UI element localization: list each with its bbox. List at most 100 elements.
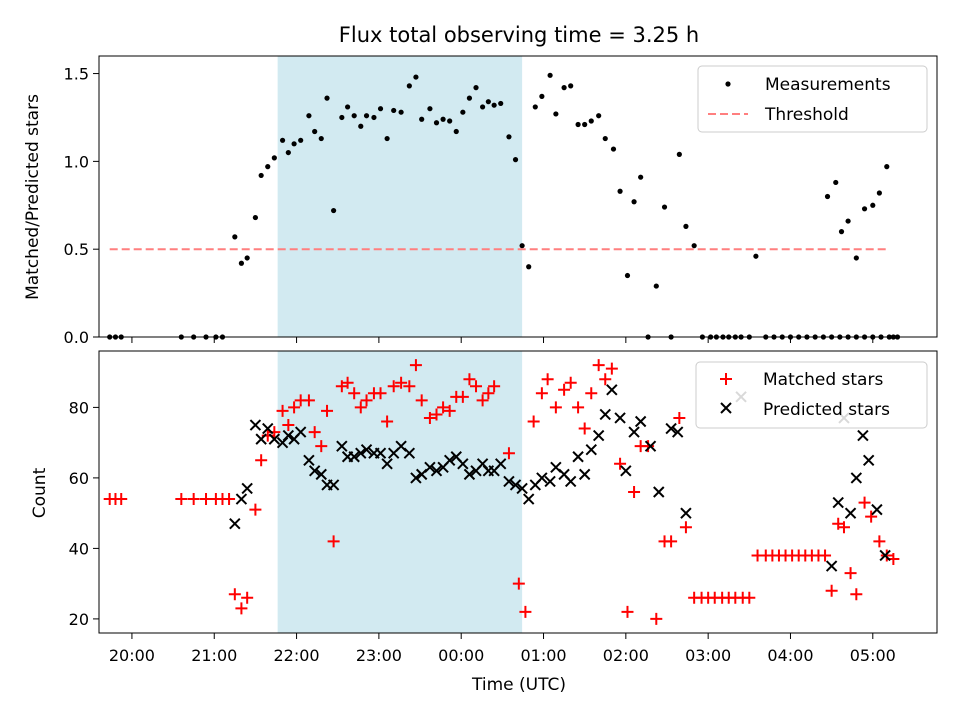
matched-star-point <box>249 503 262 516</box>
predicted-star-point <box>671 426 684 438</box>
matched-star-point <box>348 387 361 400</box>
matched-star-point <box>599 373 612 386</box>
measurements-point <box>610 146 617 152</box>
predicted-star-point <box>336 440 348 452</box>
matched-star-point <box>642 440 655 453</box>
measurements-point <box>838 229 845 235</box>
matched-star-point <box>255 454 268 467</box>
predicted-star-point <box>249 419 262 431</box>
matched-star-point <box>228 588 241 601</box>
matched-star-point <box>395 376 408 389</box>
bottom-legend: Matched stars Predicted stars <box>695 361 928 429</box>
matched-star-point <box>850 588 863 601</box>
measurements-point <box>661 204 668 210</box>
predicted-star-point <box>572 451 584 463</box>
matched-star-point <box>605 362 618 375</box>
matched-star-point <box>308 426 321 439</box>
measurements-point <box>691 243 697 249</box>
measurements-point <box>324 95 330 101</box>
measurements-point <box>617 188 623 194</box>
matched-star-point <box>360 394 373 407</box>
predicted-star-point <box>634 415 647 428</box>
measurements-point <box>433 120 440 126</box>
predicted-star-point <box>544 475 556 488</box>
matched-star-point <box>282 419 295 432</box>
predicted-star-point <box>348 451 360 463</box>
measurements-point <box>526 264 532 270</box>
predicted-star-point <box>879 549 891 562</box>
measurements-point <box>398 109 404 115</box>
predicted-star-point <box>862 454 875 466</box>
measurements-point <box>312 128 318 135</box>
predicted-star-point <box>857 429 869 442</box>
measurements-point <box>582 121 588 128</box>
measurements-point <box>519 243 525 249</box>
bottom-observing-window <box>277 351 523 633</box>
matched-star-point <box>743 591 756 604</box>
predicted-star-point <box>850 472 863 484</box>
matched-star-point <box>470 380 483 393</box>
predicted-star-point <box>844 507 857 519</box>
predicted-star-point <box>495 458 507 470</box>
matched-star-point <box>873 535 886 548</box>
predicted-star-point <box>229 518 241 530</box>
matched-star-point <box>387 380 400 393</box>
top-legend-box <box>697 65 928 133</box>
predicted-star-point <box>410 472 422 484</box>
measurements-point <box>460 109 466 115</box>
measurements-point <box>653 283 659 289</box>
matched-star-point <box>572 401 585 414</box>
measurements-point <box>553 111 559 117</box>
measurements-point <box>575 121 581 128</box>
measurements-point <box>466 95 473 101</box>
measurements-point <box>596 113 602 119</box>
matched-star-point <box>527 415 540 428</box>
x-tick-label: 01:00 <box>520 646 566 665</box>
matched-star-point <box>315 440 328 453</box>
matched-star-point <box>549 401 562 414</box>
matched-star-point <box>488 380 501 393</box>
measurements-point <box>870 202 876 208</box>
matched-star-point <box>415 394 428 407</box>
predicted-star-point <box>268 433 281 445</box>
measurements-point <box>339 114 345 121</box>
matched-star-point <box>535 387 548 400</box>
matched-star-point <box>115 493 128 506</box>
measurements-point <box>279 137 286 143</box>
measurements-point <box>331 207 337 214</box>
matched-star-point <box>825 584 838 597</box>
matched-star-point <box>679 521 692 534</box>
measurements-point <box>232 234 238 240</box>
measurements-point <box>440 116 446 122</box>
legend-predicted-marker <box>720 402 732 414</box>
predicted-star-point <box>327 479 340 491</box>
x-tick-label: 03:00 <box>685 646 731 665</box>
x-tick-label: 04:00 <box>767 646 813 665</box>
measurements-point <box>547 72 553 78</box>
measurements-point <box>824 193 831 200</box>
measurements-point <box>291 141 297 147</box>
predicted-star-point <box>424 461 436 474</box>
matched-star-point <box>187 493 200 506</box>
top-y-tick-label: 1.0 <box>64 152 89 171</box>
matched-star-point <box>437 401 450 414</box>
x-tick-label: 22:00 <box>274 646 320 665</box>
measurements-point <box>861 206 868 212</box>
predicted-star-point <box>509 479 522 491</box>
x-axis-label: Time (UTC) <box>471 675 566 695</box>
matched-star-point <box>628 486 641 498</box>
matched-star-point <box>374 387 387 400</box>
matched-star-point <box>558 383 571 396</box>
x-tick-label: 02:00 <box>603 646 649 665</box>
measurements-point <box>377 106 384 112</box>
predicted-star-point <box>294 426 307 438</box>
predicted-star-point <box>599 408 611 421</box>
predicted-star-point <box>522 493 535 505</box>
predicted-star-point <box>825 560 838 572</box>
matched-star-point <box>502 447 515 460</box>
matched-star-point <box>858 496 871 509</box>
measurements-point <box>265 164 271 170</box>
matched-star-point <box>175 493 188 506</box>
predicted-star-point <box>315 468 327 481</box>
matched-star-point <box>865 510 878 523</box>
